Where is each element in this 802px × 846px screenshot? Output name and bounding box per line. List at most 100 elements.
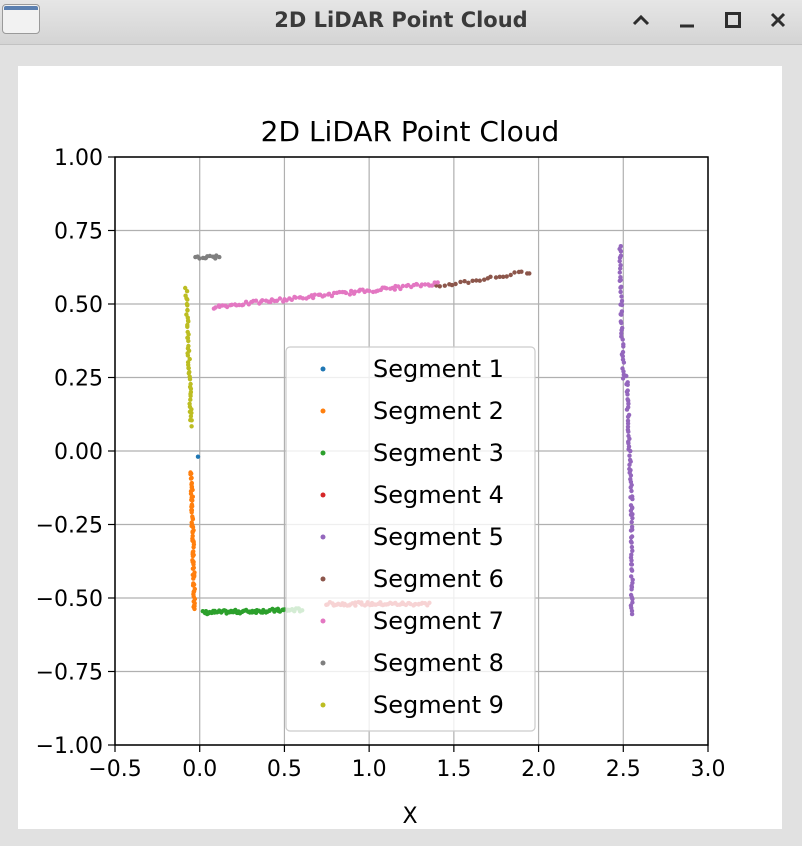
y-tick-label: 0.50 (54, 293, 103, 318)
x-tick-label: 0.5 (267, 757, 302, 782)
data-point-segment-5 (629, 611, 635, 617)
data-point-segment-9 (186, 371, 191, 376)
data-point-segment-7 (312, 292, 317, 297)
data-point-segment-6 (488, 274, 493, 279)
legend-marker-segment-8 (320, 660, 326, 666)
data-point-segment-5 (619, 320, 624, 326)
x-tick-label: 1.0 (352, 757, 387, 782)
legend-label-segment-5: Segment 5 (373, 523, 504, 551)
minimize-button[interactable] (672, 6, 702, 34)
data-point-segment-7 (322, 293, 327, 298)
scatter-chart: 2D LiDAR Point Cloud −0.5 0.0 0.5 1.0 1.5 2.0… (36, 115, 726, 829)
data-point-segment-5 (628, 448, 633, 454)
data-point-segment-5 (629, 535, 634, 540)
data-point-segment-6 (493, 275, 499, 280)
data-point-segment-9 (188, 386, 194, 391)
y-tick-label: 1.00 (54, 146, 103, 171)
data-point-segment-6 (462, 279, 467, 284)
x-tick-label: −0.5 (88, 757, 141, 782)
data-point-segment-7 (414, 282, 420, 287)
y-tick-label: 0.75 (54, 220, 103, 245)
data-point-segment-7 (400, 283, 406, 289)
data-point-segment-7 (300, 296, 306, 301)
data-point-segment-9 (189, 410, 194, 416)
data-point-segment-7 (352, 289, 358, 294)
data-point-segment-6 (474, 278, 479, 283)
legend-label-segment-7: Segment 7 (373, 607, 504, 635)
data-point-segment-5 (620, 354, 625, 359)
data-point-segment-6 (527, 271, 532, 276)
data-point-segment-9 (184, 289, 190, 294)
data-point-segment-5 (624, 407, 630, 412)
data-point-segment-7 (293, 295, 298, 300)
data-point-segment-2 (189, 497, 194, 503)
data-point-segment-2 (191, 545, 196, 550)
data-point-segment-5 (628, 485, 633, 490)
legend-marker-segment-4 (320, 492, 326, 498)
legend-marker-segment-6 (320, 576, 326, 582)
app-icon[interactable] (2, 4, 40, 34)
data-point-segment-5 (619, 312, 624, 317)
data-point-segment-7 (213, 305, 218, 310)
data-point-segment-5 (621, 344, 626, 349)
legend-label-segment-3: Segment 3 (373, 439, 504, 467)
data-point-segment-6 (482, 277, 487, 282)
data-point-segment-5 (618, 285, 623, 290)
data-point-segment-9 (186, 365, 191, 371)
data-point-segment-5 (620, 376, 626, 381)
data-point-segment-5 (627, 453, 632, 458)
data-point-segment-5 (627, 462, 632, 467)
data-point-segment-2 (190, 516, 196, 522)
shade-button[interactable] (626, 6, 656, 34)
figure-canvas: 2D LiDAR Point Cloud −0.5 0.0 0.5 1.0 1.5 2.0… (18, 66, 782, 829)
legend-marker-segment-2 (320, 408, 326, 414)
legend-marker-segment-1 (320, 366, 326, 372)
data-point-segment-7 (367, 288, 372, 294)
data-point-segment-9 (186, 319, 191, 324)
data-point-segment-2 (191, 576, 196, 581)
data-point-segment-5 (621, 360, 627, 365)
data-point-segment-6 (477, 278, 482, 283)
legend-marker-segment-7 (320, 618, 326, 624)
window-title: 2D LiDAR Point Cloud (274, 8, 528, 32)
data-point-segment-5 (618, 266, 623, 271)
data-point-segment-2 (190, 530, 195, 535)
data-point-segment-7 (343, 290, 349, 296)
data-point-segment-9 (186, 338, 191, 344)
data-point-segment-5 (629, 587, 634, 592)
maximize-button[interactable] (718, 6, 748, 34)
data-point-segment-5 (626, 441, 631, 446)
close-button[interactable] (763, 6, 793, 34)
data-point-segment-9 (188, 393, 193, 399)
data-point-segment-5 (625, 414, 631, 419)
data-point-segment-7 (422, 282, 428, 287)
title-bar[interactable]: 2D LiDAR Point Cloud (0, 0, 802, 45)
data-point-segment-6 (437, 284, 442, 289)
data-point-segment-5 (625, 382, 630, 387)
data-point-segment-5 (619, 298, 625, 304)
minimize-icon (678, 11, 696, 29)
data-point-segment-7 (392, 287, 397, 292)
data-point-segment-9 (183, 285, 188, 291)
data-point-segment-5 (628, 508, 634, 513)
data-point-segment-5 (629, 488, 634, 494)
legend-box (285, 346, 536, 732)
maximize-icon (724, 11, 742, 29)
data-point-segment-6 (508, 272, 513, 278)
data-point-segment-5 (625, 392, 630, 397)
data-point-segment-5 (628, 512, 634, 517)
data-point-segment-5 (629, 540, 634, 545)
data-point-segment-5 (619, 302, 625, 308)
data-point-segment-9 (185, 303, 190, 308)
data-point-segment-5 (618, 249, 624, 254)
data-point-segment-8 (217, 254, 222, 260)
data-point-segment-7 (229, 302, 234, 307)
data-point-segment-9 (188, 414, 194, 419)
data-point-segment-2 (188, 476, 194, 481)
data-point-segment-5 (619, 294, 624, 299)
data-point-segment-7 (224, 304, 230, 310)
data-point-segment-9 (185, 297, 190, 302)
data-point-segment-6 (504, 274, 509, 279)
chevron-up-icon (632, 14, 650, 26)
data-point-segment-5 (619, 327, 624, 333)
